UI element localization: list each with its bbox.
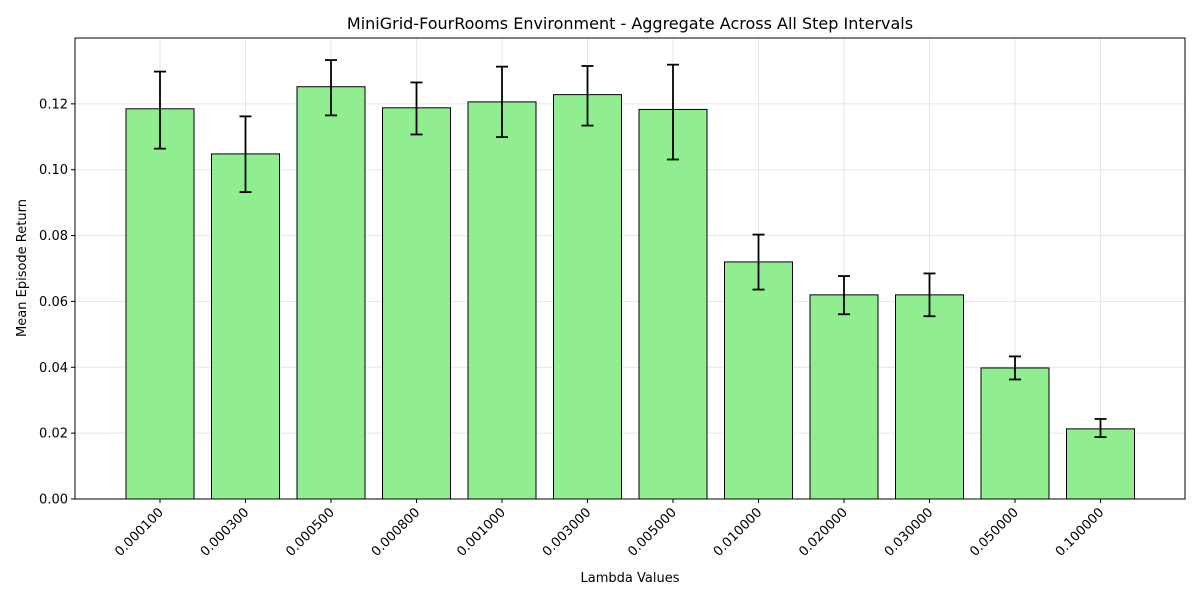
error-bar-0.000100: [154, 70, 166, 150]
bar-0.003000: [553, 94, 622, 500]
error-bar-0.010000: [752, 233, 765, 291]
y-tick-label: 0.02: [39, 427, 68, 442]
x-tick-label: 0.000300: [198, 505, 252, 559]
error-bar-0.030000: [923, 272, 936, 318]
x-axis: 0.000100 0.000300 0.000500 0.000800 0.001000…: [112, 499, 1107, 560]
bar-0.100000: [1066, 428, 1135, 500]
error-bar-0.001000: [496, 65, 508, 139]
bar-0.050000: [980, 367, 1050, 500]
error-bar-0.050000: [1009, 355, 1021, 381]
error-bar-0.000300: [239, 115, 252, 194]
error-bar-0.003000: [581, 65, 594, 127]
bar-0.001000: [467, 101, 537, 500]
x-tick-label: 0.050000: [967, 505, 1021, 559]
y-axis-label: Mean Episode Return: [15, 199, 30, 337]
x-axis-label: Lambda Values: [581, 571, 680, 586]
error-bar-0.000500: [325, 59, 337, 117]
y-tick-label: 0.10: [39, 163, 68, 178]
x-tick-label: 0.003000: [540, 505, 594, 559]
chart-title: MiniGrid-FourRooms Environment - Aggrega…: [347, 14, 913, 33]
bar-0.000800: [382, 107, 451, 500]
x-tick-label: 0.030000: [882, 505, 936, 559]
error-bar-0.000800: [410, 81, 423, 136]
x-tick-label: 0.020000: [796, 505, 850, 559]
x-tick-label: 0.001000: [454, 505, 508, 559]
plot-frame: [74, 37, 1186, 500]
y-tick-label: 0.04: [39, 361, 68, 376]
x-tick-label: 0.000500: [283, 505, 337, 559]
y-tick-label: 0.12: [39, 97, 68, 112]
bars-layer: [125, 86, 1135, 500]
x-tick-label: 0.000100: [112, 505, 166, 559]
y-axis: 0.00 0.02 0.04 0.06 0.08 0.10 0.12: [39, 97, 75, 508]
bar-0.000500: [296, 86, 366, 500]
bar-0.030000: [895, 294, 964, 500]
y-tick-label: 0.00: [39, 493, 68, 508]
y-tick-label: 0.08: [39, 229, 68, 244]
x-tick-label: 0.010000: [711, 505, 765, 559]
x-tick-label: 0.005000: [625, 505, 679, 559]
bar-0.020000: [809, 294, 879, 500]
bar-0.000100: [125, 108, 195, 500]
y-tick-label: 0.06: [39, 295, 68, 310]
x-tick-label: 0.000800: [369, 505, 423, 559]
bar-0.000300: [211, 153, 280, 500]
bar-0.010000: [724, 261, 793, 500]
error-bars-layer: [154, 59, 1107, 438]
error-bar-0.100000: [1094, 418, 1107, 438]
error-bar-0.020000: [838, 275, 850, 316]
x-tick-label: 0.100000: [1053, 505, 1107, 559]
error-bar-0.005000: [667, 63, 679, 161]
bar-0.005000: [638, 108, 708, 500]
